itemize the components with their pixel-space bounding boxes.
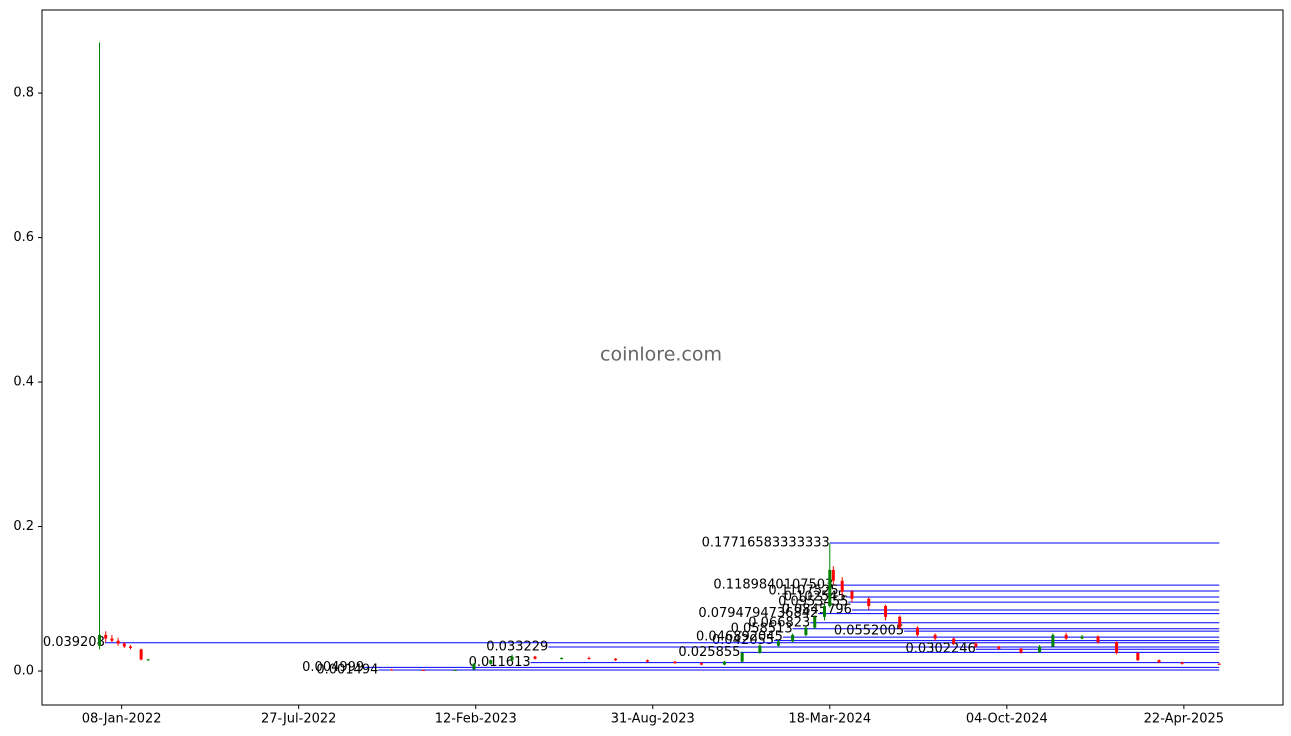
x-tick-label: 04-Oct-2024 — [966, 712, 1048, 727]
candle-body — [533, 656, 537, 659]
level-label: 0.042055 — [712, 633, 774, 648]
candle-body — [1217, 663, 1221, 665]
candle-body — [645, 660, 649, 662]
candle-body — [587, 658, 591, 660]
candle-body — [831, 569, 835, 581]
candle-body — [453, 669, 457, 671]
candle-body — [822, 606, 826, 617]
y-tick-label: 0.4 — [13, 375, 34, 390]
x-tick-label: 31-Aug-2023 — [611, 712, 695, 727]
candle-body — [884, 606, 888, 617]
candle-body — [1157, 660, 1161, 663]
level-label: 0.033229 — [486, 640, 548, 655]
y-tick-label: 0.8 — [13, 86, 34, 101]
level-label: 0.058513 — [731, 621, 793, 636]
candle-body — [1180, 662, 1184, 664]
level-label: 0.1189840107503 — [713, 578, 833, 593]
level-label: 0.046892045 — [696, 630, 783, 645]
level-label: 0.011613 — [469, 655, 531, 670]
candle-body — [1051, 634, 1055, 647]
candle-body — [952, 638, 956, 644]
candle-body — [1136, 652, 1140, 661]
x-tick-label: 22-Apr-2025 — [1144, 712, 1224, 727]
candle-body — [104, 634, 108, 639]
level-label: 0.0302246 — [906, 642, 976, 657]
candle-body — [489, 660, 493, 664]
candle-body — [1080, 636, 1084, 639]
candle-body — [840, 580, 844, 592]
candle-body — [758, 645, 762, 653]
x-tick-label: 18-Mar-2024 — [788, 712, 871, 727]
candle-body — [933, 634, 937, 639]
candle-body — [139, 649, 143, 660]
candle-body — [560, 658, 564, 660]
candle-body — [110, 638, 114, 641]
candle-body — [122, 643, 126, 647]
candle-body — [422, 669, 426, 671]
candle-body — [1038, 646, 1042, 653]
candle-body — [722, 661, 726, 665]
candle-body — [850, 591, 854, 599]
candle-body — [510, 656, 514, 661]
y-tick-label: 0.6 — [13, 230, 34, 245]
candle-body — [791, 634, 795, 642]
candle-body — [1064, 634, 1068, 639]
candle-body — [699, 663, 703, 665]
level-label: 0.004999 — [302, 660, 364, 675]
level-label: 0.1107525 — [768, 584, 838, 599]
candle-body — [898, 616, 902, 628]
x-tick-label: 08-Jan-2022 — [82, 712, 162, 727]
level-label: 0.17716583333333 — [702, 536, 830, 551]
candle-body — [776, 641, 780, 646]
candle-body — [740, 652, 744, 662]
candle-body — [1115, 642, 1119, 653]
x-tick-label: 12-Feb-2023 — [435, 712, 517, 727]
candle-body — [813, 616, 817, 628]
candle-body — [390, 669, 394, 671]
level-label: 0.066823 — [748, 615, 810, 630]
candle-body — [1019, 648, 1023, 653]
candle-body — [804, 627, 808, 635]
y-tick-label: 0.2 — [13, 519, 34, 534]
candle-body — [915, 627, 919, 635]
level-label: 0.039208 — [43, 635, 105, 650]
y-tick-label: 0.0 — [13, 664, 34, 679]
candle-body — [98, 634, 102, 646]
candle-body — [1096, 636, 1100, 643]
plot-frame — [41, 9, 1284, 706]
candle-body — [673, 661, 677, 664]
level-label: 0.025855 — [678, 645, 740, 660]
candle-body — [116, 640, 120, 644]
candle-body — [614, 658, 618, 661]
candle-body — [867, 598, 871, 607]
candle-body — [997, 646, 1001, 649]
level-label: 0.0794794736842 — [698, 606, 818, 621]
candle-body — [129, 646, 133, 648]
candle-body — [974, 643, 978, 647]
watermark: coinlore.com — [600, 344, 722, 366]
level-label: 0.0552005 — [834, 624, 904, 639]
candle-body — [472, 663, 476, 670]
x-tick-label: 27-Jul-2022 — [261, 712, 336, 727]
candle-body — [828, 569, 832, 607]
level-label: 0.001494 — [316, 662, 378, 677]
candle-body — [146, 659, 150, 661]
